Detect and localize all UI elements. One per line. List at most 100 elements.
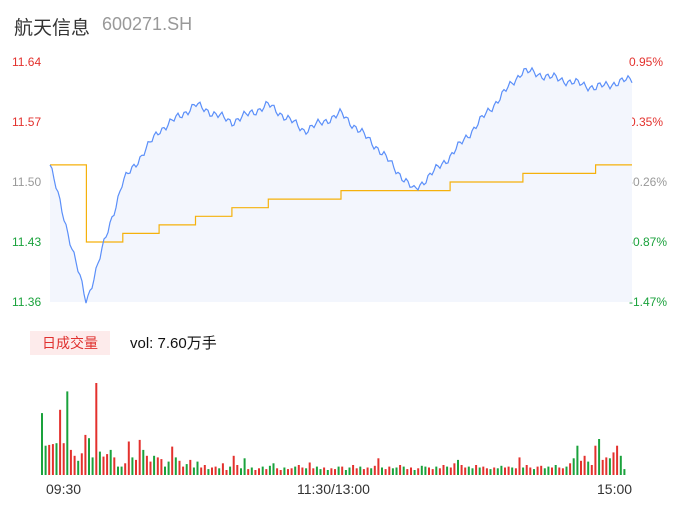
price-tick-2: 11.57 xyxy=(12,115,42,129)
volume-bar xyxy=(435,466,438,475)
volume-bar xyxy=(127,441,130,475)
volume-bar xyxy=(551,467,553,475)
volume-bar xyxy=(178,460,181,475)
volume-bar xyxy=(247,469,250,475)
volume-bar xyxy=(565,466,568,475)
volume-bar xyxy=(225,470,228,475)
volume-bar xyxy=(612,452,615,475)
volume-bar xyxy=(117,466,119,475)
price-area xyxy=(50,67,632,304)
volume-bar xyxy=(218,468,221,475)
volume-bar xyxy=(153,455,156,475)
volume-bar xyxy=(319,469,322,475)
volume-bar xyxy=(428,467,430,475)
volume-bar xyxy=(529,467,532,475)
volume-bar xyxy=(207,469,210,475)
volume-bar xyxy=(182,466,185,475)
volume-bar xyxy=(44,445,47,475)
volume-bar xyxy=(258,468,260,475)
volume-bar xyxy=(297,465,300,475)
volume-bar xyxy=(145,455,148,475)
volume-bar xyxy=(460,465,463,475)
volume-bar xyxy=(580,460,582,475)
volume-bar xyxy=(290,468,293,475)
volume-bar xyxy=(511,467,514,475)
volume-bar xyxy=(221,463,224,475)
volume-bar xyxy=(464,467,467,475)
volume-bar xyxy=(315,466,318,475)
average-price-line xyxy=(50,164,632,243)
volume-bar xyxy=(395,467,398,475)
volume-bar xyxy=(518,457,521,475)
volume-bar xyxy=(106,454,109,475)
volume-bar xyxy=(77,460,80,475)
volume-bar xyxy=(348,467,351,475)
volume-bar xyxy=(381,467,383,475)
volume-bar xyxy=(236,465,239,475)
volume-bar xyxy=(279,470,282,475)
pct-tick-5: -1.47% xyxy=(629,295,668,309)
volume-bar xyxy=(131,457,134,475)
volume-bar xyxy=(120,466,123,475)
volume-bar xyxy=(616,445,619,475)
volume-bar xyxy=(377,458,380,475)
volume-bar xyxy=(514,468,517,475)
volume-bar xyxy=(135,459,137,475)
volume-bar xyxy=(308,462,311,475)
pct-tick-2: 0.35% xyxy=(629,115,664,129)
volume-bar xyxy=(446,466,449,475)
volume-bar xyxy=(507,466,510,475)
volume-bar xyxy=(384,469,387,475)
time-tick-close: 15:00 xyxy=(597,481,633,497)
time-tick-midday: 11:30/13:00 xyxy=(297,481,370,497)
time-tick-open: 09:30 xyxy=(46,481,82,497)
volume-bar xyxy=(185,464,188,475)
volume-bar xyxy=(55,443,58,475)
volume-bar xyxy=(254,470,257,475)
volume-bar xyxy=(109,449,112,475)
volume-bar xyxy=(250,467,253,475)
volume-bar xyxy=(232,455,235,475)
volume-bar xyxy=(337,466,340,475)
volume-bar xyxy=(229,466,232,475)
volume-bar xyxy=(583,455,586,475)
volume-bar xyxy=(95,383,98,475)
volume-bar xyxy=(240,468,242,475)
volume-bar xyxy=(413,470,416,475)
volume-bar xyxy=(283,467,286,475)
volume-bar xyxy=(561,468,564,475)
volume-bar xyxy=(554,465,557,475)
volume-bar xyxy=(88,438,90,475)
volume-bar xyxy=(406,469,409,475)
volume-bar xyxy=(475,465,478,475)
volume-bar xyxy=(370,468,373,475)
volume-bar xyxy=(330,468,333,475)
volume-bar xyxy=(51,444,54,475)
volume-bar xyxy=(457,459,459,475)
volume-bar xyxy=(203,465,206,475)
volume-bar xyxy=(265,469,268,475)
volume-bar xyxy=(243,458,246,475)
pct-tick-4: -0.87% xyxy=(629,235,668,249)
volume-bars xyxy=(41,383,626,475)
volume-bar xyxy=(594,445,597,475)
volume-bar xyxy=(334,469,336,475)
volume-bar xyxy=(344,470,347,475)
volume-bar xyxy=(272,463,275,475)
volume-bar xyxy=(424,466,427,475)
volume-bar xyxy=(276,468,279,475)
volume-bar xyxy=(587,461,590,475)
volume-bar xyxy=(442,465,445,475)
daily-volume-tab[interactable]: 日成交量 xyxy=(30,331,110,355)
volume-bar xyxy=(533,469,535,475)
volume-bar xyxy=(402,466,405,475)
volume-bar xyxy=(608,458,611,475)
volume-bar xyxy=(489,469,492,475)
volume-bar xyxy=(294,466,297,475)
volume-bar xyxy=(478,467,481,475)
volume-bar xyxy=(214,466,217,475)
volume-bar xyxy=(485,468,488,475)
volume-bar xyxy=(113,457,116,475)
volume-bar xyxy=(576,445,579,475)
price-tick-3: 11.50 xyxy=(12,175,42,189)
